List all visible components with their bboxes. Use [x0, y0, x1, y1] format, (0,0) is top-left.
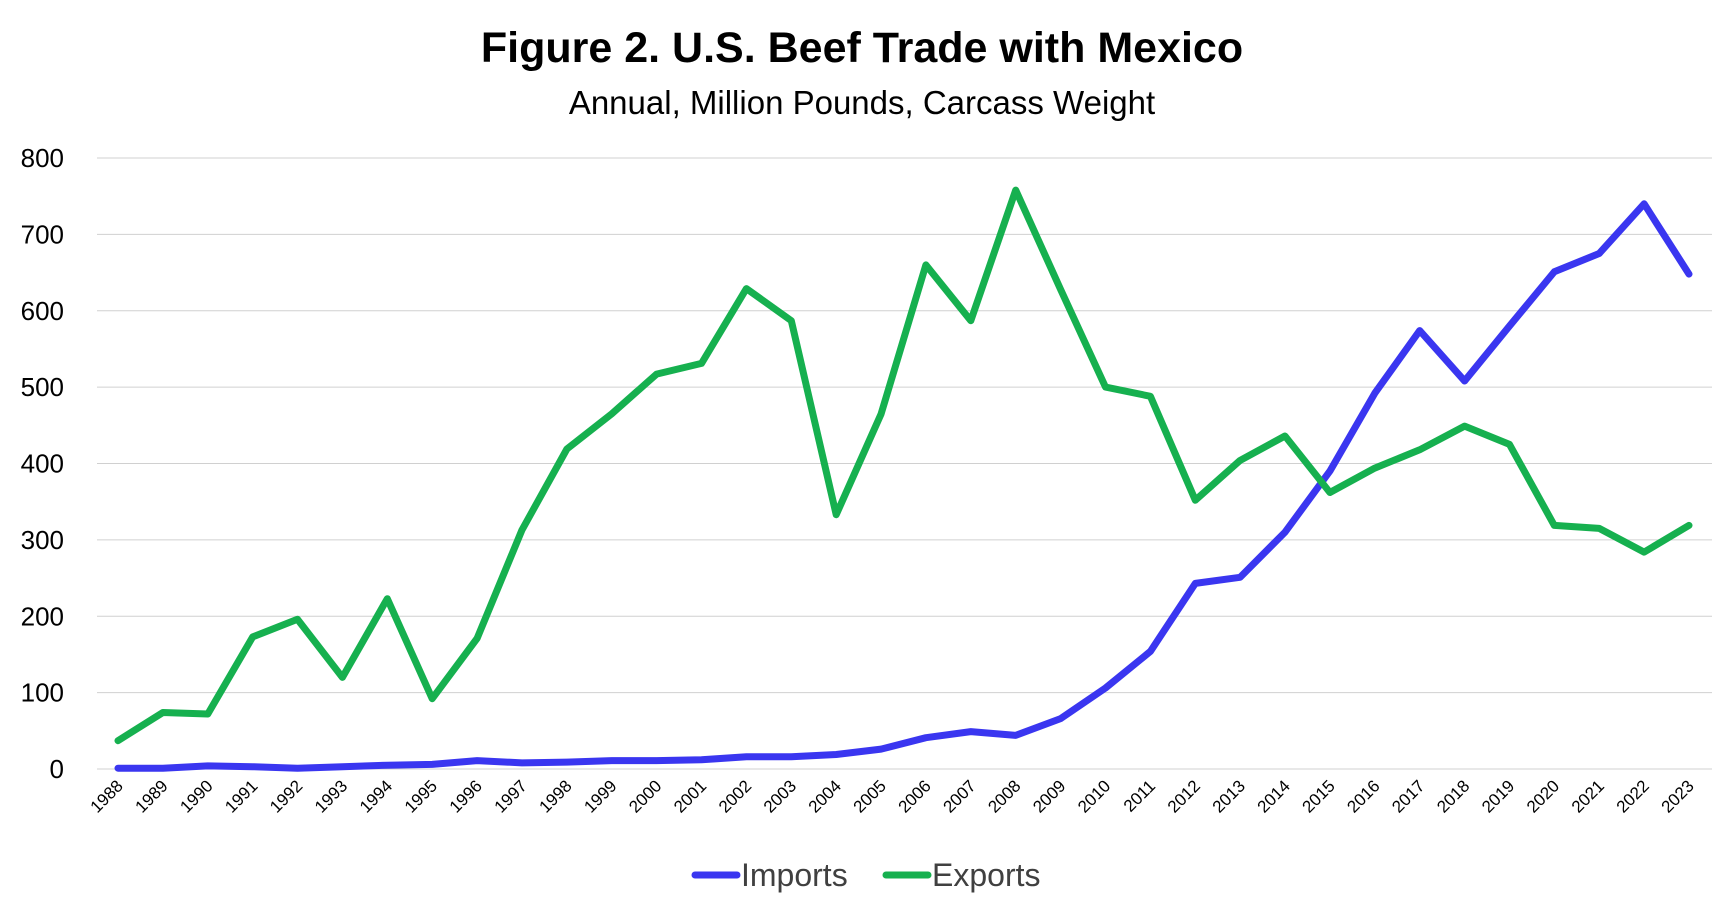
series-line-imports [114, 200, 1693, 772]
y-tick-label: 800 [21, 143, 64, 173]
x-tick-label: 1992 [266, 776, 306, 816]
legend-label-imports: Imports [741, 857, 848, 893]
x-tick-label: 2023 [1658, 776, 1698, 816]
x-tick-label: 1994 [356, 776, 396, 816]
series-lines [114, 186, 1693, 772]
y-tick-label: 400 [21, 449, 64, 479]
x-tick-label: 1990 [176, 776, 216, 816]
x-tick-label: 1995 [401, 776, 441, 816]
x-tick-label: 2007 [939, 776, 979, 816]
x-tick-label: 1996 [446, 776, 486, 816]
x-tick-label: 2009 [1029, 776, 1069, 816]
x-tick-label: 2015 [1299, 776, 1339, 816]
x-axis-ticks: 1988 1989 1990 1991 1992 1993 1994 1995 1996 1997… [87, 776, 1698, 816]
chart-subtitle: Annual, Million Pounds, Carcass Weight [569, 84, 1155, 121]
x-tick-label: 2016 [1343, 776, 1383, 816]
x-tick-label: 1997 [491, 776, 531, 816]
x-tick-label: 2008 [984, 776, 1024, 816]
y-tick-label: 500 [21, 372, 64, 402]
y-tick-label: 300 [21, 525, 64, 555]
x-tick-label: 2011 [1120, 776, 1159, 815]
y-tick-label: 0 [50, 754, 64, 784]
y-tick-label: 200 [21, 601, 64, 631]
y-tick-label: 100 [21, 678, 64, 708]
x-tick-label: 2005 [850, 776, 890, 816]
x-tick-label: 2017 [1388, 776, 1428, 816]
x-tick-label: 1998 [536, 776, 576, 816]
gridlines [97, 157, 1712, 770]
x-tick-label: 1999 [580, 776, 620, 816]
x-tick-label: 1989 [132, 776, 172, 816]
x-tick-label: 1993 [311, 776, 351, 816]
y-tick-label: 600 [21, 296, 64, 326]
x-tick-label: 1991 [221, 776, 261, 816]
x-tick-label: 2012 [1164, 776, 1204, 816]
x-tick-label: 2019 [1478, 776, 1518, 816]
x-tick-label: 2022 [1613, 776, 1653, 816]
x-tick-label: 2021 [1568, 776, 1608, 816]
legend: Imports Exports [691, 857, 1040, 893]
x-tick-label: 2013 [1209, 776, 1249, 816]
y-axis-ticks: 0 100 200 300 400 500 600 700 800 [21, 143, 64, 784]
x-tick-label: 2002 [715, 776, 755, 816]
x-tick-label: 2014 [1254, 776, 1294, 816]
x-tick-label: 1988 [87, 776, 127, 816]
chart-title: Figure 2. U.S. Beef Trade with Mexico [481, 24, 1243, 72]
x-tick-label: 2010 [1074, 776, 1114, 816]
legend-label-exports: Exports [932, 857, 1040, 893]
x-tick-label: 2004 [805, 776, 845, 816]
x-tick-label: 2006 [895, 776, 935, 816]
x-tick-label: 2020 [1523, 776, 1563, 816]
x-tick-label: 2000 [625, 776, 665, 816]
series-line-exports [114, 186, 1693, 745]
x-tick-label: 2001 [670, 776, 710, 816]
x-tick-label: 2003 [760, 776, 800, 816]
y-tick-label: 700 [21, 219, 64, 249]
x-tick-label: 2018 [1433, 776, 1473, 816]
